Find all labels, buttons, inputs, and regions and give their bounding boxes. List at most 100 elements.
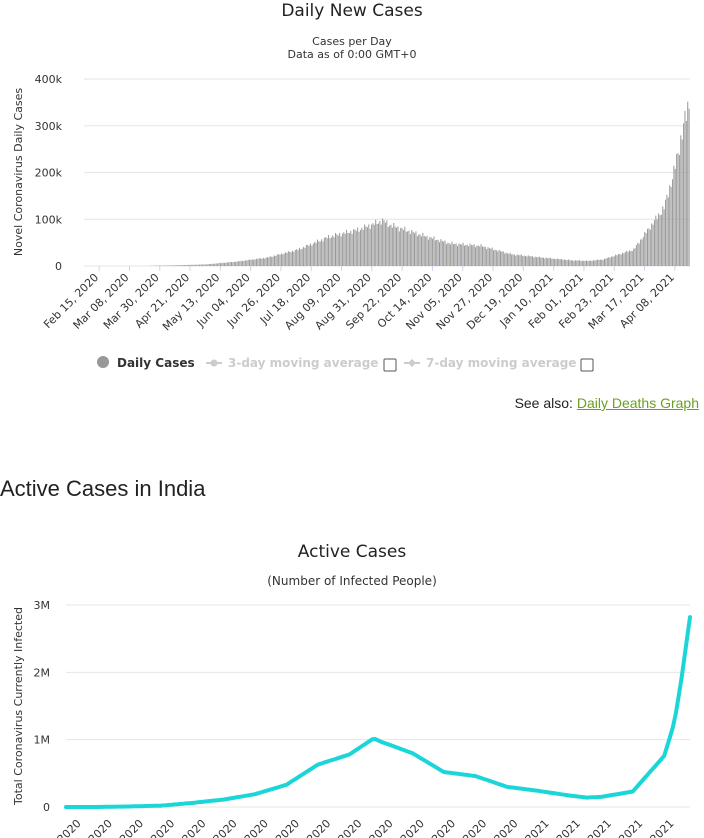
- daily-bar[interactable]: [541, 257, 543, 266]
- daily-bar[interactable]: [599, 259, 601, 266]
- daily-bar[interactable]: [230, 262, 232, 266]
- daily-bar[interactable]: [165, 265, 167, 266]
- daily-bar[interactable]: [214, 263, 216, 266]
- daily-bar[interactable]: [587, 260, 589, 266]
- daily-bar[interactable]: [181, 265, 183, 266]
- daily-bar[interactable]: [527, 255, 529, 266]
- daily-bar[interactable]: [461, 244, 463, 266]
- daily-bar[interactable]: [272, 256, 274, 266]
- daily-bar[interactable]: [533, 257, 535, 266]
- daily-bar[interactable]: [458, 243, 460, 266]
- daily-bar[interactable]: [280, 253, 282, 266]
- daily-bar[interactable]: [433, 236, 435, 266]
- daily-bar[interactable]: [229, 261, 231, 266]
- daily-bar[interactable]: [676, 153, 678, 266]
- daily-bar[interactable]: [375, 219, 377, 266]
- daily-bar[interactable]: [397, 226, 399, 266]
- daily-bar[interactable]: [635, 245, 637, 266]
- daily-bar[interactable]: [566, 259, 568, 266]
- daily-bar[interactable]: [369, 228, 371, 266]
- daily-bar[interactable]: [685, 120, 687, 266]
- legend-3day-average[interactable]: 3-day moving average: [206, 356, 378, 370]
- daily-bar[interactable]: [362, 229, 364, 266]
- daily-bar[interactable]: [579, 260, 581, 266]
- daily-bar[interactable]: [175, 265, 177, 266]
- daily-bar[interactable]: [193, 264, 195, 266]
- daily-bar[interactable]: [441, 240, 443, 266]
- daily-bar[interactable]: [468, 246, 470, 266]
- daily-bar[interactable]: [432, 238, 434, 266]
- daily-bar[interactable]: [398, 231, 400, 266]
- daily-bar[interactable]: [616, 255, 618, 266]
- daily-bar[interactable]: [197, 264, 199, 266]
- daily-bar[interactable]: [612, 256, 614, 266]
- daily-bar[interactable]: [243, 260, 245, 266]
- daily-bar[interactable]: [286, 252, 288, 266]
- daily-bar[interactable]: [562, 260, 564, 266]
- daily-bar[interactable]: [380, 224, 382, 266]
- daily-bar[interactable]: [640, 239, 642, 266]
- daily-bar[interactable]: [512, 254, 514, 266]
- daily-bar[interactable]: [687, 101, 689, 266]
- daily-bar[interactable]: [558, 259, 560, 266]
- daily-bar[interactable]: [642, 237, 644, 266]
- daily-bar[interactable]: [307, 245, 309, 266]
- daily-bar[interactable]: [601, 259, 603, 266]
- daily-bar[interactable]: [237, 261, 239, 266]
- daily-bar[interactable]: [673, 165, 675, 266]
- daily-bar[interactable]: [279, 254, 281, 266]
- daily-bar[interactable]: [454, 243, 456, 266]
- daily-bar[interactable]: [506, 253, 508, 266]
- daily-bar[interactable]: [671, 179, 673, 266]
- daily-bar[interactable]: [350, 230, 352, 266]
- daily-bar[interactable]: [368, 224, 370, 266]
- daily-bar[interactable]: [422, 232, 424, 266]
- daily-bar[interactable]: [448, 243, 450, 266]
- daily-bar[interactable]: [450, 244, 452, 266]
- daily-bar[interactable]: [340, 236, 342, 266]
- daily-bar[interactable]: [260, 258, 262, 266]
- daily-bar[interactable]: [577, 260, 579, 266]
- daily-bar[interactable]: [364, 224, 366, 266]
- daily-bar[interactable]: [516, 254, 518, 266]
- daily-bar[interactable]: [310, 243, 312, 266]
- daily-bar[interactable]: [276, 254, 278, 266]
- daily-bar[interactable]: [630, 250, 632, 266]
- daily-bar[interactable]: [622, 252, 624, 266]
- daily-bar[interactable]: [199, 264, 201, 266]
- daily-bar[interactable]: [602, 259, 604, 266]
- daily-bar[interactable]: [357, 227, 359, 266]
- daily-bar[interactable]: [426, 235, 428, 266]
- daily-bar[interactable]: [390, 224, 392, 266]
- daily-bar[interactable]: [315, 242, 317, 266]
- daily-bar[interactable]: [500, 251, 502, 266]
- daily-bar[interactable]: [330, 237, 332, 266]
- daily-bar[interactable]: [304, 247, 306, 266]
- daily-bar[interactable]: [384, 222, 386, 266]
- daily-bar[interactable]: [292, 250, 294, 266]
- daily-bar[interactable]: [457, 246, 459, 266]
- daily-bar[interactable]: [583, 260, 585, 266]
- daily-bar[interactable]: [226, 262, 228, 266]
- daily-bar[interactable]: [311, 245, 313, 266]
- daily-bar[interactable]: [251, 259, 253, 266]
- daily-bar[interactable]: [258, 258, 260, 266]
- daily-bar[interactable]: [371, 224, 373, 266]
- active-cases-line[interactable]: [64, 615, 692, 809]
- daily-bar[interactable]: [670, 186, 672, 266]
- daily-bar[interactable]: [501, 251, 503, 266]
- legend-3day-checkbox[interactable]: [383, 358, 397, 372]
- daily-bar[interactable]: [655, 215, 657, 266]
- daily-bar[interactable]: [529, 256, 531, 266]
- daily-bar[interactable]: [653, 220, 655, 266]
- daily-bar[interactable]: [573, 260, 575, 266]
- daily-bar[interactable]: [246, 260, 248, 266]
- daily-bar[interactable]: [312, 243, 314, 266]
- daily-bar[interactable]: [486, 249, 488, 266]
- daily-bar[interactable]: [683, 123, 685, 266]
- daily-bar[interactable]: [293, 251, 295, 266]
- daily-bar[interactable]: [436, 239, 438, 266]
- daily-bar[interactable]: [473, 244, 475, 266]
- daily-bar[interactable]: [210, 264, 212, 266]
- daily-bar[interactable]: [420, 236, 422, 266]
